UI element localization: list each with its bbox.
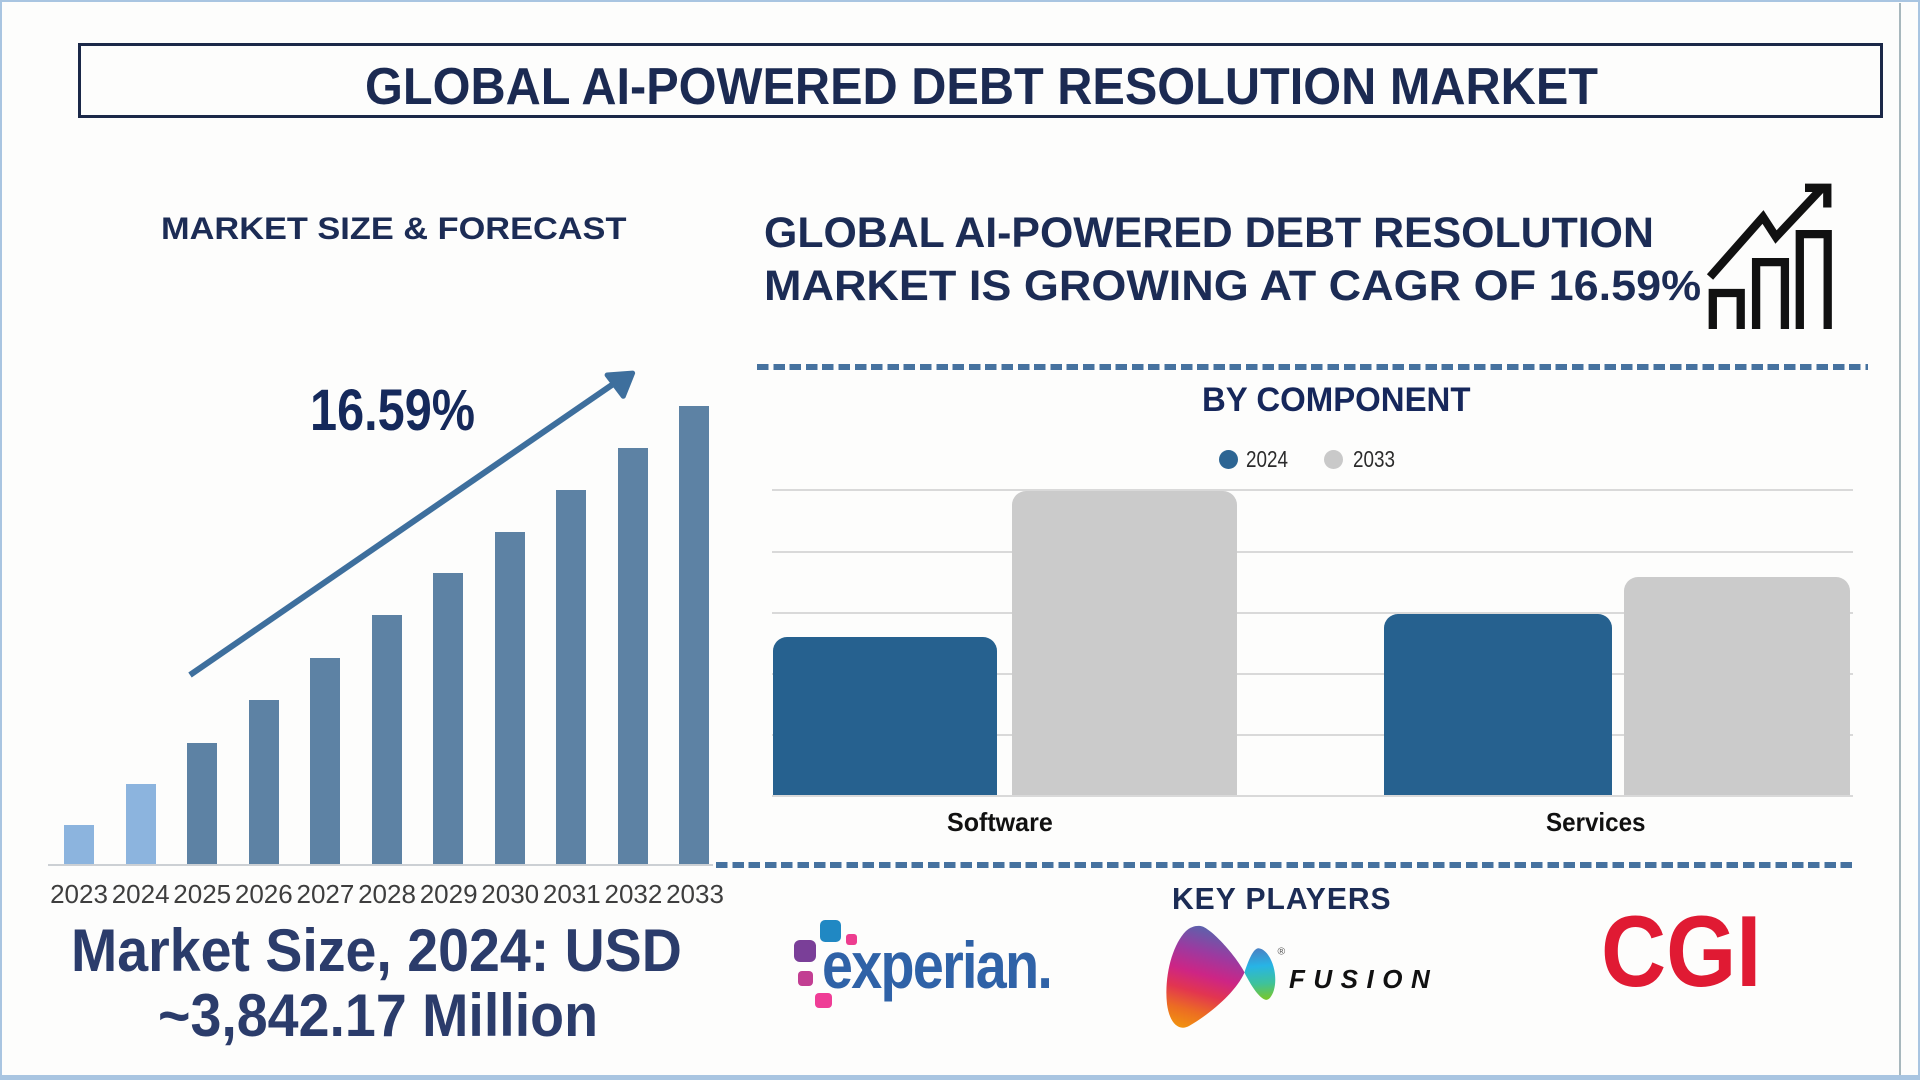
- svg-text:®: ®: [1278, 946, 1286, 958]
